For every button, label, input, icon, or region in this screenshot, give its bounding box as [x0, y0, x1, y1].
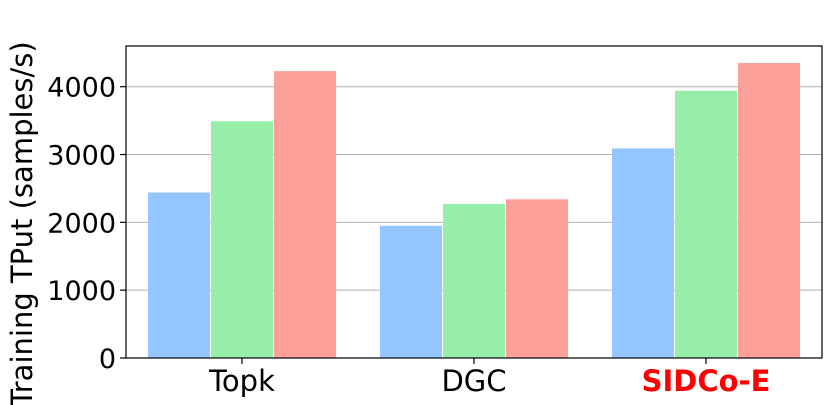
- bar: [612, 148, 674, 358]
- x-ticks: Topk DGC SIDCo-E: [208, 358, 770, 398]
- x-tick-label: DGC: [441, 364, 506, 398]
- y-ticks: 0 1000 2000 3000 4000: [47, 73, 126, 375]
- bar: [274, 71, 336, 359]
- x-tick-label: Topk: [208, 364, 275, 398]
- y-tick-label: 3000: [47, 141, 116, 172]
- y-axis-label: Training TPut (samples/s): [5, 41, 39, 405]
- bar: [443, 204, 505, 358]
- y-tick-label: 1000: [47, 276, 116, 307]
- bar: [506, 199, 568, 358]
- bar: [148, 192, 210, 358]
- x-tick-label: SIDCo-E: [642, 364, 771, 398]
- bar: [675, 90, 737, 358]
- y-tick-label: 0: [99, 344, 116, 375]
- y-tick-label: 4000: [47, 73, 116, 104]
- bar: [211, 121, 273, 358]
- bars: [148, 62, 800, 359]
- y-tick-label: 2000: [47, 208, 116, 239]
- bar: [738, 62, 800, 359]
- bar: [380, 225, 442, 358]
